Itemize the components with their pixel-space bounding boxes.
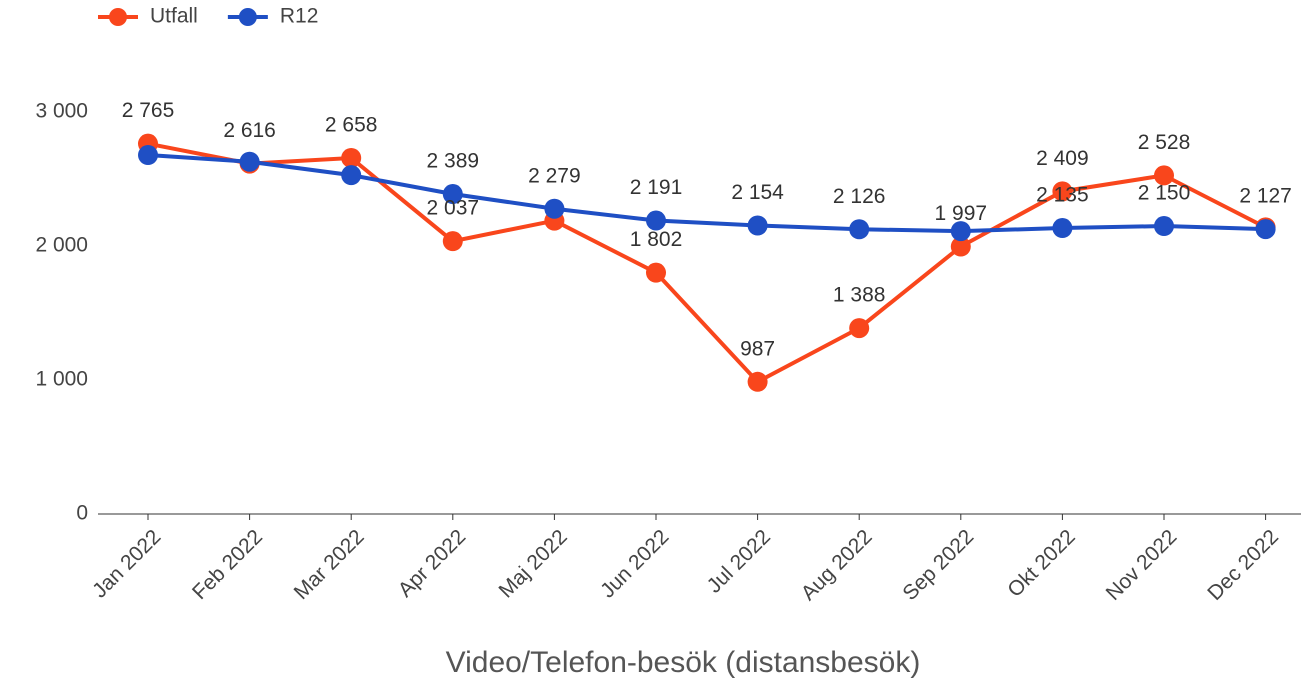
legend-label: Utfall — [150, 5, 198, 28]
data-label: 2 127 — [1239, 185, 1292, 208]
x-tick-label: Feb 2022 — [188, 525, 267, 604]
x-tick-label: Mar 2022 — [290, 525, 369, 604]
data-label: 2 154 — [731, 181, 784, 204]
x-tick-label: Apr 2022 — [394, 525, 471, 602]
point — [646, 262, 666, 283]
y-tick-label: 3 000 — [35, 100, 88, 123]
series-line — [147, 141, 1267, 385]
point — [950, 221, 971, 242]
point — [849, 219, 870, 240]
x-axis-title: Video/Telefon-besök (distansbesök) — [446, 646, 921, 679]
point — [1052, 218, 1073, 239]
data-label: 2 279 — [528, 164, 581, 187]
data-label: 2 126 — [833, 185, 886, 208]
x-tick-label: Dec 2022 — [1203, 525, 1283, 605]
data-label: 2 037 — [427, 197, 480, 220]
x-tick-label: Sep 2022 — [898, 525, 978, 605]
data-label: 2 409 — [1036, 147, 1089, 170]
point — [442, 231, 463, 252]
point — [1255, 219, 1276, 240]
data-label: 2 658 — [325, 114, 378, 137]
data-label: 987 — [740, 337, 775, 360]
point — [239, 151, 260, 172]
point — [341, 147, 362, 168]
data-label: 2 528 — [1138, 131, 1191, 154]
x-tick-label: Aug 2022 — [797, 525, 877, 605]
x-tick-label: Maj 2022 — [495, 525, 572, 602]
point — [950, 236, 971, 257]
point — [1052, 181, 1073, 202]
x-tick-label: Nov 2022 — [1102, 525, 1182, 605]
data-label: 2 616 — [223, 119, 276, 142]
point — [341, 165, 362, 186]
point — [138, 145, 158, 166]
y-tick-label: 0 — [76, 502, 88, 525]
data-label: 2 389 — [427, 150, 480, 173]
legend-label: R12 — [280, 5, 319, 28]
y-tick-label: 2 000 — [35, 234, 88, 257]
data-label: 1 997 — [935, 202, 988, 225]
data-label: 2 150 — [1138, 182, 1191, 205]
legend-marker — [109, 8, 127, 26]
point — [544, 198, 565, 219]
y-tick-label: 1 000 — [35, 368, 88, 391]
point — [1154, 165, 1174, 186]
data-label: 1 802 — [630, 228, 683, 251]
point — [646, 210, 666, 231]
series-line — [147, 153, 1266, 234]
x-tick-label: Jul 2022 — [703, 525, 775, 597]
point — [442, 184, 463, 205]
point — [1154, 216, 1174, 237]
point — [747, 371, 768, 392]
data-label: 2 765 — [122, 99, 175, 122]
data-label: 1 388 — [833, 284, 886, 307]
data-label: 2 191 — [630, 176, 683, 199]
x-tick-label: Jun 2022 — [596, 525, 673, 602]
x-tick-label: Jan 2022 — [88, 525, 165, 602]
x-tick-label: Okt 2022 — [1003, 525, 1080, 602]
point — [849, 318, 870, 339]
data-label: 2 135 — [1036, 184, 1089, 207]
legend-marker — [238, 8, 257, 26]
point — [747, 215, 768, 236]
